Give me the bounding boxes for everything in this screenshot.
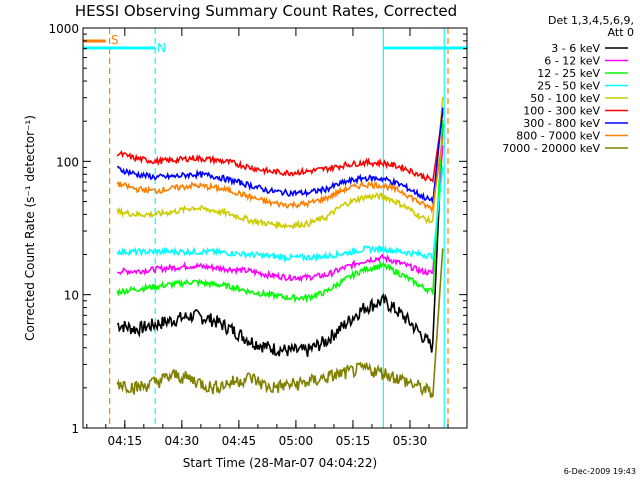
series-5: [116, 112, 444, 184]
legend-header-att: Att 0: [608, 26, 634, 39]
y-tick-label-1: 10: [64, 289, 79, 303]
series-7: [116, 137, 444, 214]
series-line-1: [116, 146, 444, 283]
series-8: [116, 248, 444, 398]
series-line-8: [116, 248, 444, 398]
series-6: [116, 107, 444, 204]
marker-n-label: N: [157, 41, 166, 55]
y-tick-label-2: 100: [56, 155, 79, 169]
y-tick-label-3: 1000: [48, 22, 79, 36]
x-axis: 04:15 04:30 04:45 05:00 05:15 05:30: [86, 28, 468, 448]
legend-label-6: 300 - 800 keV: [523, 117, 600, 130]
legend-label-7: 800 - 7000 keV: [516, 130, 600, 143]
legend-header-det: Det 1,3,4,5,6,9,: [548, 14, 634, 27]
series-line-5: [116, 112, 444, 184]
series-line-2: [116, 121, 444, 304]
series-end-point-4: [441, 96, 444, 99]
series-line-0: [116, 124, 444, 357]
legend-label-1: 6 - 12 keV: [544, 55, 600, 68]
series-end-point-8: [441, 248, 444, 250]
legend-label-4: 50 - 100 keV: [530, 92, 600, 105]
series-4: [116, 96, 444, 230]
legend-label-0: 3 - 6 keV: [551, 42, 600, 55]
series-line-7: [116, 137, 444, 214]
x-tick-label-2: 04:45: [222, 434, 257, 448]
legend-label-2: 12 - 25 keV: [537, 67, 600, 80]
series-line-3: [116, 167, 444, 263]
y-axis: 1 10 100 1000: [48, 22, 467, 436]
x-tick-label-0: 04:15: [108, 434, 143, 448]
plot-frame: [82, 27, 468, 429]
chart-title: HESSI Observing Summary Count Rates, Cor…: [75, 2, 457, 20]
marker-s-label: S: [111, 33, 119, 47]
x-tick-label-1: 04:30: [165, 434, 200, 448]
x-tick-label-3: 05:00: [279, 434, 314, 448]
series-2: [116, 120, 444, 304]
series-line-6: [116, 108, 444, 204]
y-tick-label-0: 1: [71, 422, 79, 436]
series-end-point-3: [441, 166, 444, 169]
series-end-point-7: [441, 137, 444, 139]
legend-label-5: 100 - 300 keV: [523, 105, 600, 118]
series-line-4: [116, 97, 444, 230]
series-3: [116, 166, 444, 263]
y-axis-label: Corrected Count Rate (s⁻¹ detector⁻¹): [23, 115, 37, 341]
legend-label-3: 25 - 50 keV: [537, 80, 600, 93]
x-tick-label-5: 05:30: [393, 434, 428, 448]
legend-label-8: 7000 - 20000 keV: [502, 142, 600, 155]
plot-area: [83, 28, 467, 428]
footer-date: 6-Dec-2009 19:43: [564, 467, 636, 476]
series-end-point-6: [441, 107, 444, 110]
x-tick-label-4: 05:15: [336, 434, 371, 448]
x-axis-label: Start Time (28-Mar-07 04:04:22): [183, 456, 377, 470]
